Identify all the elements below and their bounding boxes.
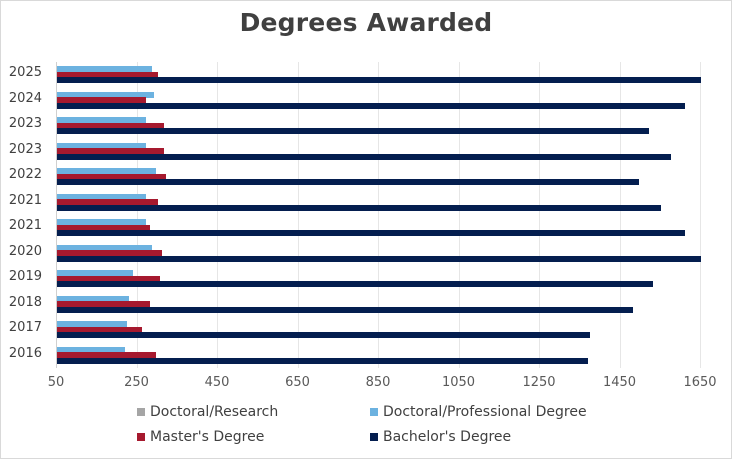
legend-swatch-icon [370, 408, 378, 416]
bar-master-s-degree [57, 122, 164, 129]
legend-item-doctoral-research: Doctoral/Research [137, 404, 278, 420]
gridline [136, 62, 138, 368]
bar-bachelor-s-degree [57, 332, 591, 339]
gridline [619, 62, 621, 368]
gridline [700, 62, 701, 368]
x-tick-label: 50 [47, 375, 65, 390]
legend-label: Doctoral/Research [150, 404, 279, 420]
y-tick-label: 2021 [8, 192, 42, 208]
legend-item-doctoral-professional: Doctoral/Professional Degree [370, 404, 587, 420]
legend-label: Bachelor's Degree [383, 429, 512, 445]
x-tick-label: 1050 [441, 375, 476, 390]
bar-doctoral-professional-degree [57, 142, 146, 149]
bar-master-s-degree [57, 148, 164, 155]
bar-master-s-degree [57, 224, 150, 231]
gridline [539, 62, 540, 368]
bar-doctoral-professional-degree [57, 193, 146, 200]
bar-master-s-degree [57, 352, 156, 359]
y-tick-label: 2024 [8, 90, 42, 106]
bar-doctoral-professional-degree [57, 295, 130, 302]
bar-master-s-degree [57, 275, 160, 282]
x-tick-label: 250 [124, 375, 149, 390]
bar-doctoral-professional-degree [57, 91, 154, 98]
bar-doctoral-professional-degree [57, 168, 156, 174]
x-tick-label: 1250 [522, 375, 556, 390]
bar-bachelor-s-degree [57, 230, 685, 237]
bar-bachelor-s-degree [57, 77, 701, 84]
x-tick-label: 450 [204, 375, 230, 390]
bar-doctoral-professional-degree [57, 66, 152, 72]
y-tick-label: 2019 [8, 269, 42, 284]
bar-master-s-degree [57, 97, 146, 104]
legend-swatch-icon [137, 433, 145, 441]
y-tick-label: 2023 [8, 116, 42, 131]
bar-master-s-degree [57, 301, 150, 308]
bar-bachelor-s-degree [57, 153, 671, 160]
bar-bachelor-s-degree [57, 102, 685, 109]
gridline [217, 62, 218, 368]
bar-doctoral-professional-degree [57, 321, 128, 327]
bar-master-s-degree [57, 326, 142, 333]
bar-bachelor-s-degree [57, 281, 653, 288]
y-tick-label: 2025 [8, 65, 42, 80]
gridline [378, 62, 379, 368]
bar-bachelor-s-degree [57, 179, 639, 186]
bar-doctoral-professional-degree [57, 117, 146, 123]
gridline [458, 62, 460, 368]
bar-master-s-degree [57, 250, 162, 257]
bar-bachelor-s-degree [57, 306, 633, 313]
y-tick-label: 2017 [8, 320, 42, 335]
legend-label: Doctoral/Professional Degree [383, 404, 587, 420]
bar-master-s-degree [57, 71, 158, 78]
bar-bachelor-s-degree [57, 357, 589, 364]
y-axis-line [56, 62, 57, 368]
bar-bachelor-s-degree [57, 204, 661, 211]
bar-doctoral-professional-degree [57, 244, 152, 251]
bar-doctoral-professional-degree [57, 270, 134, 276]
legend-item-bachelors: Bachelor's Degree [370, 429, 511, 445]
legend-swatch-icon [370, 433, 378, 441]
y-tick-label: 2021 [8, 218, 42, 233]
plot-area [56, 62, 716, 368]
bar-master-s-degree [57, 173, 166, 180]
y-tick-label: 2022 [8, 167, 42, 182]
bar-doctoral-professional-degree [57, 346, 126, 353]
y-tick-label: 2023 [8, 141, 42, 157]
y-tick-label: 2018 [8, 294, 42, 310]
legend-label: Master's Degree [150, 429, 265, 445]
chart-title: Degrees Awarded [239, 8, 493, 37]
legend-item-masters: Master's Degree [137, 429, 264, 445]
x-tick-label: 850 [365, 375, 391, 390]
bar-bachelor-s-degree [57, 128, 649, 135]
bar-master-s-degree [57, 199, 158, 206]
y-tick-label: 2020 [8, 243, 42, 259]
gridline [297, 62, 299, 368]
bar-bachelor-s-degree [57, 255, 701, 262]
bar-doctoral-professional-degree [57, 219, 146, 225]
x-tick-label: 650 [285, 375, 310, 390]
x-tick-label: 1650 [683, 375, 717, 390]
x-tick-label: 1450 [602, 375, 637, 390]
y-tick-label: 2016 [8, 345, 42, 361]
legend-swatch-icon [137, 408, 145, 416]
